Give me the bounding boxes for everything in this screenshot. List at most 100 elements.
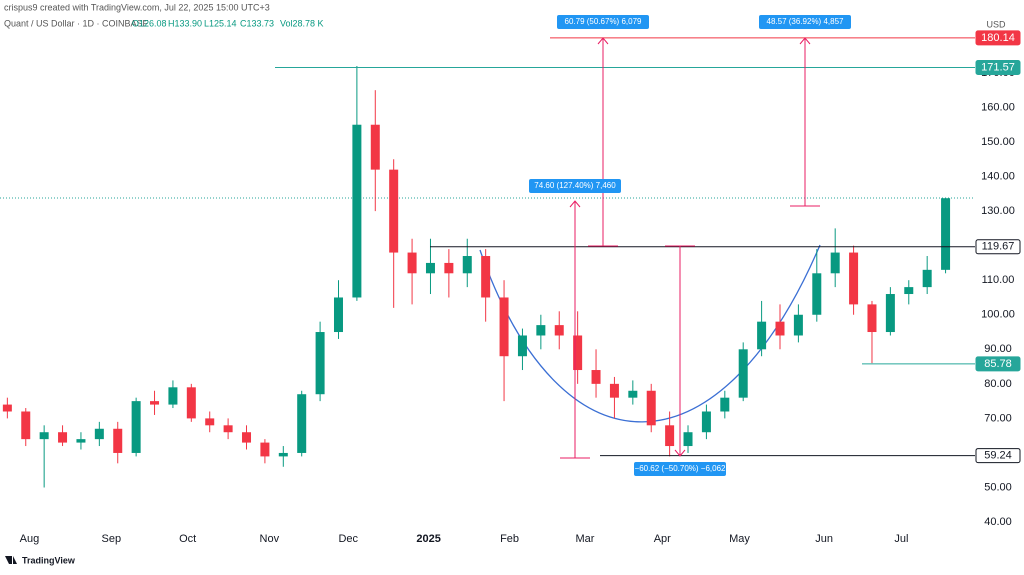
x-tick-label: Apr xyxy=(654,533,671,545)
brand: TradingView xyxy=(22,555,76,565)
candle-body xyxy=(628,390,638,398)
credit: crispus9 created with TradingView.com, J… xyxy=(4,2,270,12)
candle-body xyxy=(278,452,288,457)
currency: USD xyxy=(986,19,1006,29)
candle-body xyxy=(591,370,601,384)
y-tick-label: 130.00 xyxy=(981,205,1015,217)
candle-body xyxy=(720,397,730,412)
y-tick-label: 160.00 xyxy=(981,101,1015,113)
candle-body xyxy=(389,169,399,253)
candle-body xyxy=(536,325,546,336)
candle-body xyxy=(94,428,104,440)
x-tick-label: May xyxy=(729,533,750,545)
candle-body xyxy=(609,383,619,398)
ohlc-value: L125.14 xyxy=(204,18,237,28)
candle-body xyxy=(168,387,178,405)
candle-body xyxy=(554,325,564,336)
y-tick-label: 150.00 xyxy=(981,136,1015,148)
candle-body xyxy=(150,401,160,405)
candle-body xyxy=(481,256,491,298)
measure-label: −60.62 (−50.70%) −6,062 xyxy=(635,464,727,473)
level-tag xyxy=(975,59,1021,75)
measure-box xyxy=(557,15,649,29)
candle-body xyxy=(407,252,417,274)
candle-body xyxy=(58,432,68,443)
candle-body xyxy=(757,321,767,350)
measure-arrow xyxy=(674,449,686,457)
candle-body xyxy=(113,428,123,453)
x-tick-label: Sep xyxy=(102,533,122,545)
measure-arrow xyxy=(569,200,581,208)
candle-body xyxy=(830,252,840,274)
ohlc-value: O126.08 xyxy=(132,18,167,28)
level-label: 59.24 xyxy=(984,449,1012,461)
candle-body xyxy=(444,262,454,274)
x-tick-label: Mar xyxy=(576,533,595,545)
measure-box xyxy=(634,462,726,476)
y-tick-label: 90.00 xyxy=(984,343,1012,355)
level-tag xyxy=(975,448,1021,464)
candle-body xyxy=(223,425,233,433)
x-tick-label: Dec xyxy=(338,533,358,545)
candle-body xyxy=(904,287,914,295)
candle-body xyxy=(499,297,509,357)
level-label: 119.67 xyxy=(982,241,1015,253)
y-tick-label: 40.00 xyxy=(984,516,1012,528)
x-tick-label: Aug xyxy=(20,533,40,545)
measure-box xyxy=(759,15,851,29)
x-tick-label: Jul xyxy=(894,533,908,545)
y-tick-label: 50.00 xyxy=(984,481,1012,493)
measure-arrow xyxy=(597,37,609,45)
candle-body xyxy=(370,124,380,170)
y-tick-label: 110.00 xyxy=(982,274,1015,286)
candle-body xyxy=(333,297,343,333)
logo xyxy=(5,556,17,564)
candle-body xyxy=(2,404,12,412)
candle-body xyxy=(867,304,877,333)
level-tag xyxy=(975,30,1021,46)
x-tick-label: Nov xyxy=(260,533,280,545)
candle-body xyxy=(701,411,711,433)
level-label: 171.57 xyxy=(981,61,1015,73)
candle-body xyxy=(849,252,859,305)
candle-body xyxy=(517,335,527,357)
candle-body xyxy=(242,432,252,443)
ohlc-value: C133.73 xyxy=(240,18,274,28)
candle-body xyxy=(775,321,785,336)
y-tick-label: 70.00 xyxy=(984,412,1012,424)
x-tick-label: 2025 xyxy=(416,533,440,545)
candle-body xyxy=(941,198,951,270)
y-tick-label: 140.00 xyxy=(981,170,1015,182)
candle-body xyxy=(205,418,215,426)
y-tick-label: 80.00 xyxy=(984,378,1012,390)
measure-label: 60.79 (50.67%) 6,079 xyxy=(565,17,642,26)
x-tick-label: Feb xyxy=(500,533,519,545)
candle-body xyxy=(573,335,583,371)
candle-body xyxy=(683,432,693,447)
candle-body xyxy=(738,349,748,398)
y-tick-label: 100.00 xyxy=(981,309,1015,321)
candle-body xyxy=(131,401,141,453)
candle-body xyxy=(297,394,307,453)
candle-body xyxy=(646,390,656,426)
x-tick-label: Jun xyxy=(815,533,833,545)
ohlc-value: Vol28.78 K xyxy=(280,18,324,28)
ohlc-value: H133.90 xyxy=(168,18,202,28)
measure-arrow xyxy=(799,37,811,45)
measure-label: 74.60 (127.40%) 7,460 xyxy=(534,181,616,190)
candle-body xyxy=(76,439,86,443)
candle-body xyxy=(260,442,270,457)
level-tag xyxy=(975,356,1021,372)
candle-body xyxy=(186,387,196,419)
candle-body xyxy=(922,269,932,288)
candle-body xyxy=(812,273,822,315)
candle-body xyxy=(352,124,362,298)
level-label: 180.14 xyxy=(981,32,1015,44)
level-tag xyxy=(975,239,1021,255)
candle-body xyxy=(315,332,325,395)
candle-body xyxy=(425,262,435,274)
measure-label: 48.57 (36.92%) 4,857 xyxy=(767,17,844,26)
candle-body xyxy=(885,294,895,333)
